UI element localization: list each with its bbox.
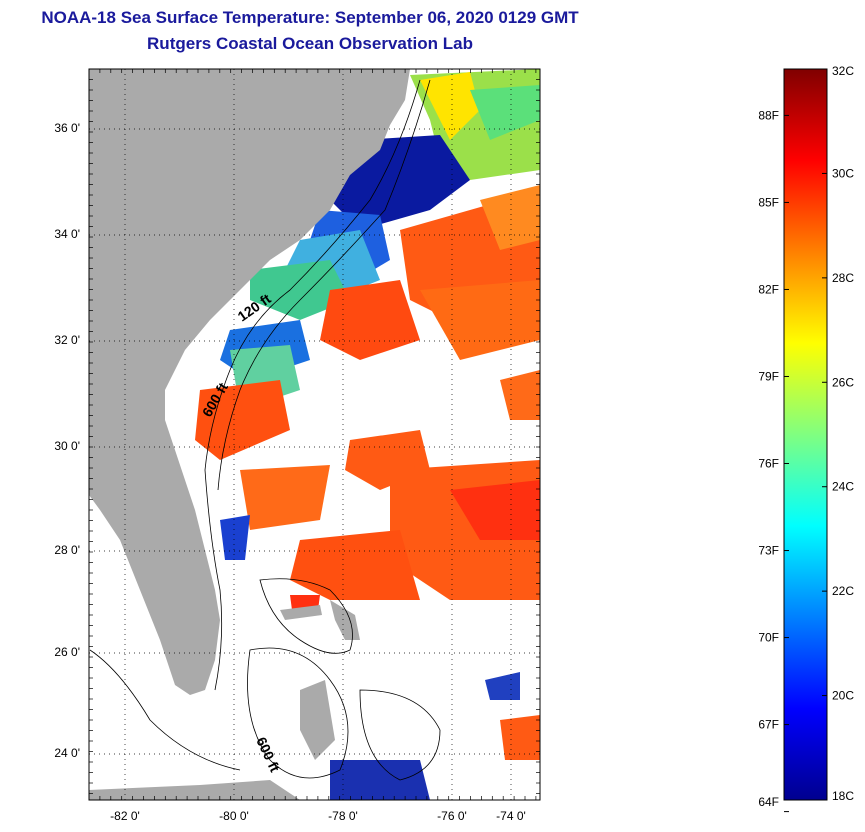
colorbar-celsius-tick: 30C bbox=[832, 166, 854, 180]
lat-tick-28: 28 0' bbox=[54, 543, 80, 557]
lat-tick-32: 32 0' bbox=[54, 333, 80, 347]
lat-tick-36: 36 0' bbox=[54, 121, 80, 135]
sst-patches bbox=[195, 69, 540, 800]
colorbar-celsius-tick: 26C bbox=[832, 375, 854, 389]
colorbar-fahrenheit-tick: 85F bbox=[758, 195, 779, 209]
colorbar-fahrenheit-labels: 88F 85F 82F 79F 76F 73F 70F 67F 64F bbox=[758, 108, 789, 813]
colorbar-fahrenheit-tick: 76F bbox=[758, 457, 779, 471]
colorbar-gradient bbox=[783, 68, 828, 801]
lat-tick-24: 24 0' bbox=[54, 746, 80, 760]
cuba-land bbox=[89, 780, 300, 800]
lon-tick-78: -78 0' bbox=[328, 809, 358, 823]
colorbar-celsius-labels: 32C 30C 28C 26C 24C 22C 20C 18C bbox=[822, 64, 854, 803]
colorbar-fahrenheit-tick: 73F bbox=[758, 544, 779, 558]
map-subtitle: Rutgers Coastal Ocean Observation Lab bbox=[147, 34, 473, 53]
colorbar-celsius-tick: 22C bbox=[832, 584, 854, 598]
lon-tick-80: -80 0' bbox=[219, 809, 249, 823]
colorbar-celsius-tick: 18C bbox=[832, 789, 854, 803]
grand-bahama bbox=[280, 605, 322, 620]
colorbar-celsius-tick: 32C bbox=[832, 64, 854, 78]
colorbar-fahrenheit-tick: 88F bbox=[758, 108, 779, 122]
colorbar-celsius-tick: 20C bbox=[832, 689, 854, 703]
colorbar-celsius-tick: 24C bbox=[832, 480, 854, 494]
colorbar-fahrenheit-tick: 70F bbox=[758, 631, 779, 645]
us-coast-land bbox=[89, 69, 410, 695]
graticule bbox=[89, 69, 540, 800]
lat-tick-34: 34 0' bbox=[54, 227, 80, 241]
lat-tick-26: 26 0' bbox=[54, 645, 80, 659]
lon-tick-76: -76 0' bbox=[437, 809, 467, 823]
lon-tick-82: -82 0' bbox=[110, 809, 140, 823]
depth-contours bbox=[89, 79, 441, 781]
colorbar-fahrenheit-tick: 79F bbox=[758, 369, 779, 383]
colorbar-celsius-tick: 28C bbox=[832, 271, 854, 285]
lon-tick-74: -74 0' bbox=[496, 809, 526, 823]
map-title: NOAA-18 Sea Surface Temperature: Septemb… bbox=[41, 8, 579, 27]
colorbar-fahrenheit-tick: 67F bbox=[758, 718, 779, 732]
axis-ticks bbox=[88, 68, 540, 800]
map-area: 120 ft 600 ft 600 ft bbox=[89, 69, 540, 800]
lat-tick-30: 30 0' bbox=[54, 439, 80, 453]
map-frame bbox=[88, 68, 541, 801]
colorbar-fahrenheit-tick: 64F bbox=[758, 795, 779, 809]
colorbar-fahrenheit-tick: 82F bbox=[758, 282, 779, 296]
bahamas-andros bbox=[300, 680, 335, 760]
